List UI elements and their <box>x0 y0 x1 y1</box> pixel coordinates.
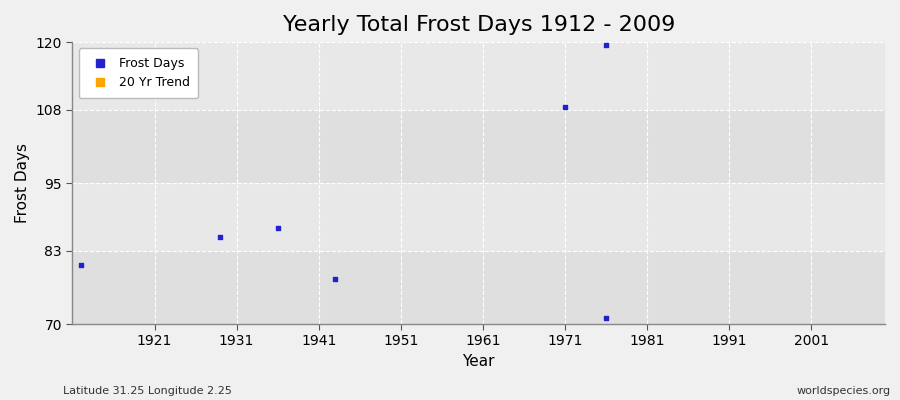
Point <box>271 225 285 231</box>
Title: Yearly Total Frost Days 1912 - 2009: Yearly Total Frost Days 1912 - 2009 <box>283 15 675 35</box>
X-axis label: Year: Year <box>463 354 495 369</box>
Text: worldspecies.org: worldspecies.org <box>796 386 891 396</box>
Bar <box>73 251 885 324</box>
Legend: Frost Days, 20 Yr Trend: Frost Days, 20 Yr Trend <box>78 48 199 98</box>
Point <box>598 42 613 48</box>
Text: Latitude 31.25 Longitude 2.25: Latitude 31.25 Longitude 2.25 <box>63 386 232 396</box>
Point <box>213 234 228 240</box>
Point <box>74 262 88 268</box>
Point <box>558 104 572 110</box>
Y-axis label: Frost Days: Frost Days <box>15 143 30 223</box>
Point <box>328 276 342 282</box>
Point <box>598 315 613 322</box>
Bar <box>73 110 885 183</box>
